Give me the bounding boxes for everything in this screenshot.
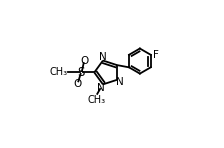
Text: F: F [153, 50, 159, 60]
Text: O: O [80, 56, 88, 66]
Text: N: N [99, 52, 106, 62]
Text: O: O [73, 79, 81, 89]
Text: S: S [78, 66, 85, 79]
Text: CH₃: CH₃ [49, 67, 67, 77]
Text: CH₃: CH₃ [88, 95, 106, 105]
Text: N: N [97, 83, 105, 93]
Text: N: N [116, 77, 124, 87]
